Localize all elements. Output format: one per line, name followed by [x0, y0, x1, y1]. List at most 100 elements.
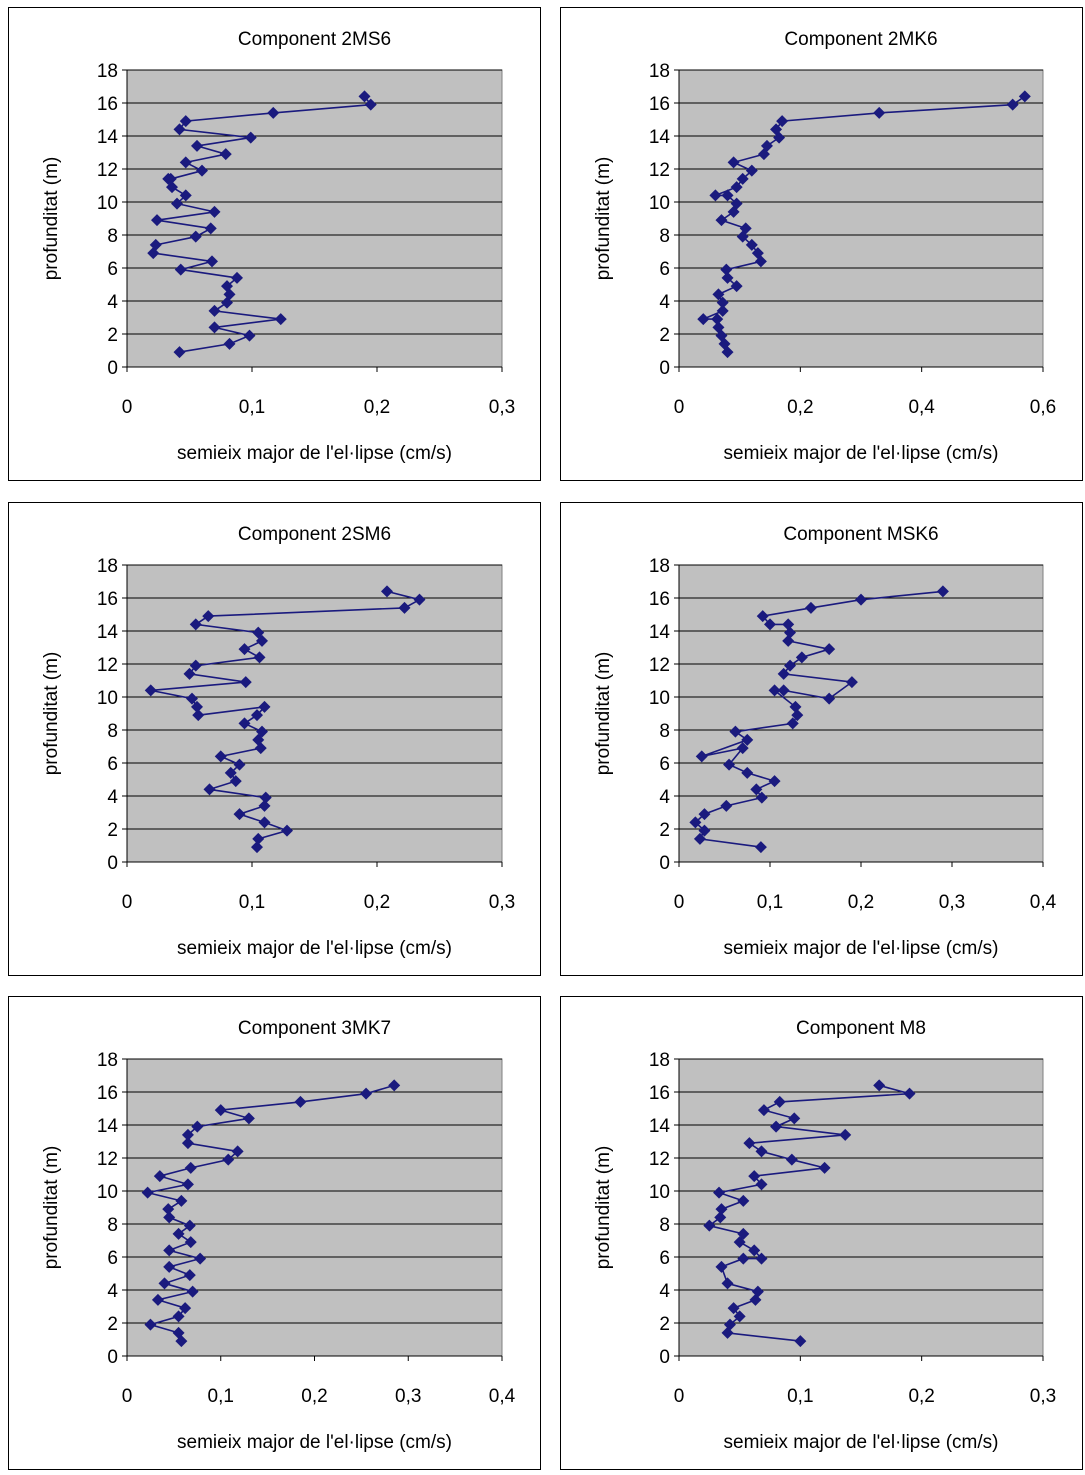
data-point: [251, 841, 263, 854]
data-point: [736, 230, 749, 243]
x-tick-label: 0,3: [939, 892, 965, 913]
data-point: [251, 709, 263, 722]
y-tick-label: 14: [97, 127, 119, 148]
data-point: [239, 676, 252, 689]
y-tick-label: 6: [107, 754, 118, 775]
y-tick-label: 0: [107, 358, 118, 379]
plot-area: [126, 69, 503, 368]
data-point: [804, 601, 817, 614]
data-point: [755, 791, 768, 804]
data-point: [715, 1203, 728, 1216]
y-axis-label: profunditat (m): [593, 1146, 614, 1270]
data-point: [184, 1236, 197, 1249]
data-point: [756, 610, 769, 623]
data-point: [164, 172, 177, 185]
data-point: [163, 1244, 176, 1257]
data-point: [243, 329, 256, 342]
y-tick-label: 6: [659, 259, 670, 280]
data-point: [214, 750, 227, 763]
y-tick-label: 4: [107, 1281, 118, 1302]
data-point: [258, 816, 271, 829]
data-point: [709, 189, 722, 202]
data-point: [181, 1128, 194, 1141]
y-tick-label: 12: [649, 160, 670, 181]
data-point: [256, 634, 268, 647]
data-point: [751, 247, 764, 260]
data-point: [183, 1219, 196, 1232]
data-point: [259, 791, 272, 804]
chart-title: Component MSK6: [783, 524, 938, 545]
chart-title: Component 3MK7: [238, 1018, 391, 1039]
data-point: [823, 643, 836, 656]
data-point: [791, 709, 804, 722]
data-point: [712, 321, 725, 334]
y-tick-label: 0: [107, 1347, 118, 1368]
y-tick-label: 0: [659, 358, 670, 379]
data-point: [773, 1095, 786, 1108]
chart-panel-3mk7: 0 2 4 6 8 10 12 14 16 18 0 0,1 0,2 0,3 0,4 Component 3M…: [8, 996, 541, 1470]
x-tick-label: 0,4: [908, 397, 935, 418]
x-axis-label: semieix major de l'el·lipse (cm/s): [724, 443, 999, 464]
chart-svg: 0 2 4 6 8 10 12 14 16 18 0 0,1 0,2 0,3 Component 2SM6 s…: [41, 524, 515, 959]
y-tick-label: 14: [97, 1116, 119, 1137]
data-point: [151, 214, 163, 227]
plot-area: [126, 1058, 503, 1357]
x-tick-label: 0,3: [395, 1386, 421, 1407]
data-point: [755, 1145, 768, 1158]
data-point: [777, 684, 790, 697]
plot-area: [126, 564, 503, 863]
data-point: [716, 296, 729, 309]
data-point: [258, 700, 271, 713]
data-point: [203, 783, 216, 796]
y-tick-label: 10: [649, 1182, 670, 1203]
chart-panel-msk6: 0 2 4 6 8 10 12 14 16 18 0 0,1 0,2 0,3 0,4 Component MS…: [560, 502, 1083, 976]
data-point: [693, 832, 706, 845]
data-point: [729, 725, 742, 738]
data-point: [252, 733, 265, 746]
chart-svg: 0 2 4 6 8 10 12 14 16 18 0 0,1 0,2 0,3 0,4 Component 3M…: [41, 1018, 516, 1453]
data-point: [727, 1302, 740, 1315]
data-point: [172, 1326, 185, 1339]
data-point: [233, 808, 246, 821]
data-point: [258, 799, 271, 812]
y-tick-label: 18: [649, 556, 670, 577]
x-tick-label: 0,1: [208, 1386, 234, 1407]
chart-panel-2mk6: 0 2 4 6 8 10 12 14 16 18 0 0,2 0,4 0,6 Component 2MK6 s…: [560, 7, 1083, 481]
data-point: [388, 1079, 401, 1092]
chart-title: Component 2SM6: [238, 524, 391, 545]
data-point: [770, 1120, 783, 1133]
data-point: [751, 1285, 764, 1298]
data-point: [189, 659, 202, 672]
data-point: [794, 1335, 807, 1348]
y-tick-label: 2: [659, 820, 670, 841]
data-point: [144, 1318, 157, 1331]
data-point: [818, 1161, 831, 1174]
y-tick-label: 18: [649, 1050, 670, 1071]
data-point: [1018, 90, 1031, 103]
data-point: [191, 139, 203, 152]
y-tick-label: 6: [659, 1248, 670, 1269]
data-point: [253, 651, 266, 664]
data-point: [723, 1318, 736, 1331]
x-tick-label: 0,6: [1030, 397, 1056, 418]
data-point: [173, 346, 186, 359]
x-tick-label: 0,4: [489, 1386, 516, 1407]
x-axis-label: semieix major de l'el·lipse (cm/s): [177, 443, 452, 464]
data-point: [149, 238, 162, 251]
y-tick-label: 0: [659, 1347, 670, 1368]
data-point: [223, 337, 236, 350]
x-tick-label: 0: [674, 1386, 685, 1407]
y-tick-label: 16: [97, 94, 118, 115]
data-point: [174, 263, 187, 276]
data-point: [757, 1104, 770, 1117]
data-point: [181, 1137, 194, 1150]
chart-panel-m8: 0 2 4 6 8 10 12 14 16 18 0 0,1 0,2 0,3 Component M8 sem…: [560, 996, 1083, 1470]
data-point: [788, 1112, 801, 1125]
data-point: [764, 618, 776, 631]
data-point: [186, 692, 198, 705]
data-point: [173, 123, 186, 136]
data-point: [760, 139, 773, 152]
data-point: [716, 304, 729, 317]
y-tick-label: 10: [97, 193, 118, 214]
data-point: [786, 717, 799, 730]
